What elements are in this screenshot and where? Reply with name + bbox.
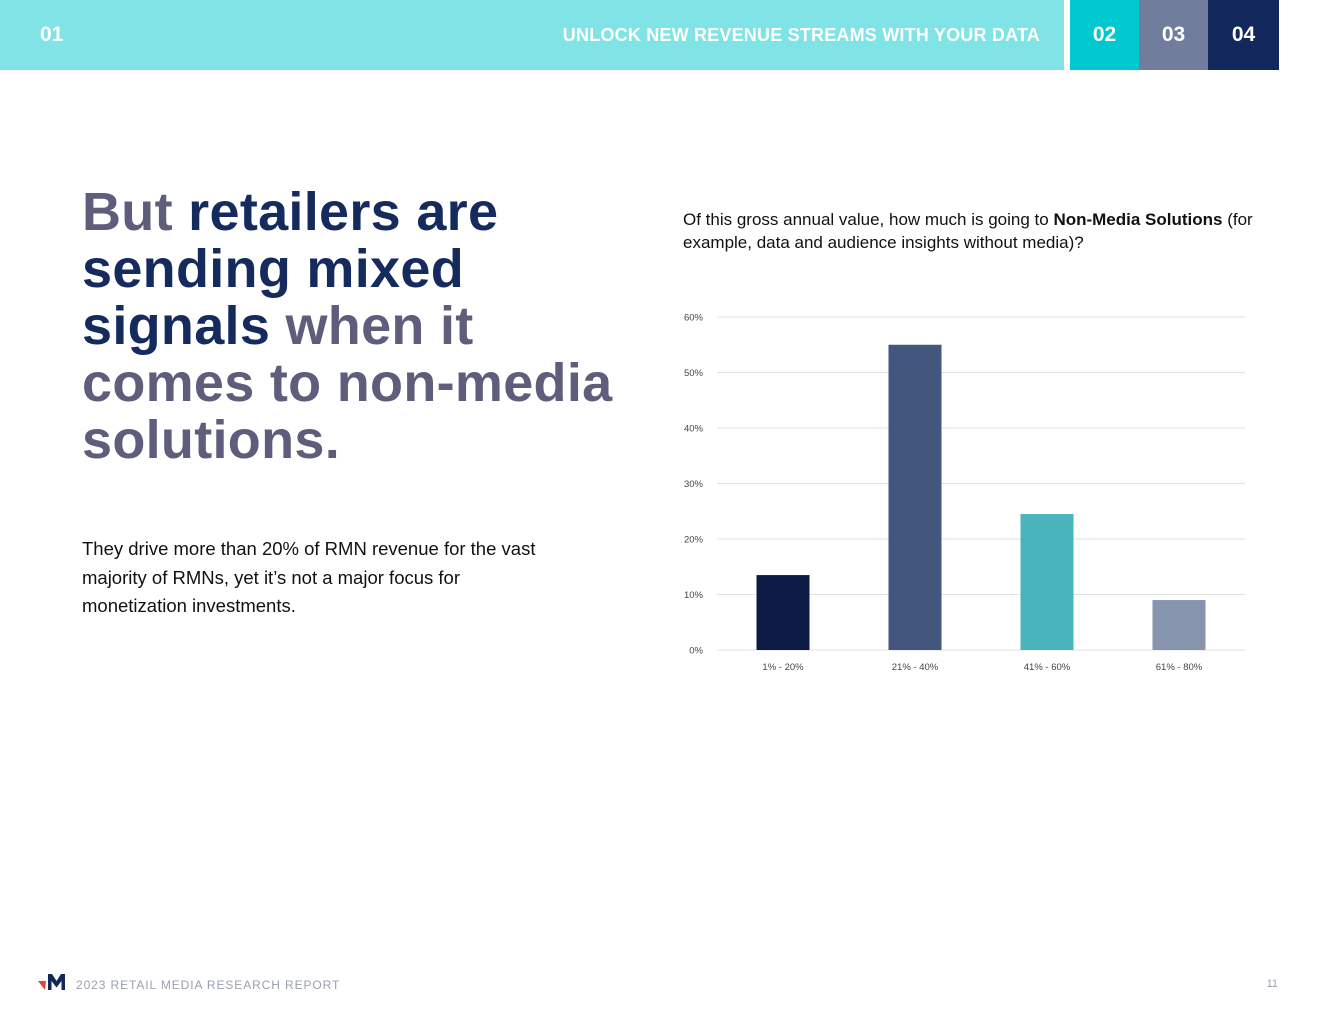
section-header-bar: 01 UNLOCK NEW REVENUE STREAMS WITH YOUR … [0,0,1064,70]
y-tick-label: 10% [684,590,704,601]
x-tick-label: 41% - 60% [1024,662,1071,673]
y-tick-label: 60% [684,313,704,324]
y-tick-label: 30% [684,479,704,490]
chart-bar [1020,514,1074,650]
nav-tab-03[interactable]: 03 [1139,0,1208,70]
x-tick-label: 61% - 80% [1156,662,1203,673]
x-tick-label: 21% - 40% [892,662,939,673]
chart-bar [1152,600,1206,650]
y-tick-label: 0% [689,646,703,657]
headline-part-intro: But [82,182,189,242]
page-headline: But retailers are sending mixed signals … [82,184,642,469]
chart-bar [756,575,810,650]
report-title: 2023 RETAIL MEDIA RESEARCH REPORT [76,978,341,992]
page-number: 11 [1266,978,1278,990]
chart-bar [888,344,942,650]
question-emphasis: Non-Media Solutions [1053,210,1223,229]
question-suffix: (for example, data and audience insights… [683,210,1253,252]
brand-logo-icon [38,974,65,990]
y-tick-label: 20% [684,535,704,546]
headline-part-emphasis: retailers are sending mixed signals [82,182,499,356]
question-prefix: Of this gross annual value, how much is … [683,210,1054,229]
chart-question: Of this gross annual value, how much is … [683,209,1273,254]
nav-tab-04[interactable]: 04 [1208,0,1279,70]
section-title: UNLOCK NEW REVENUE STREAMS WITH YOUR DAT… [562,25,1040,45]
y-tick-label: 40% [684,424,704,435]
section-number[interactable]: 01 [40,23,64,46]
headline-part-rest: when it comes to non-media solutions. [82,296,613,470]
nav-tab-02[interactable]: 02 [1070,0,1139,70]
x-tick-label: 1% - 20% [762,662,804,673]
bar-chart: 0% 10% 20% 30% 40% 50% 60% 1% - 20% 21% - 40% 41%… [684,313,1245,673]
body-paragraph: They drive more than 20% of RMN revenue … [82,538,536,616]
y-tick-label: 50% [684,368,704,379]
